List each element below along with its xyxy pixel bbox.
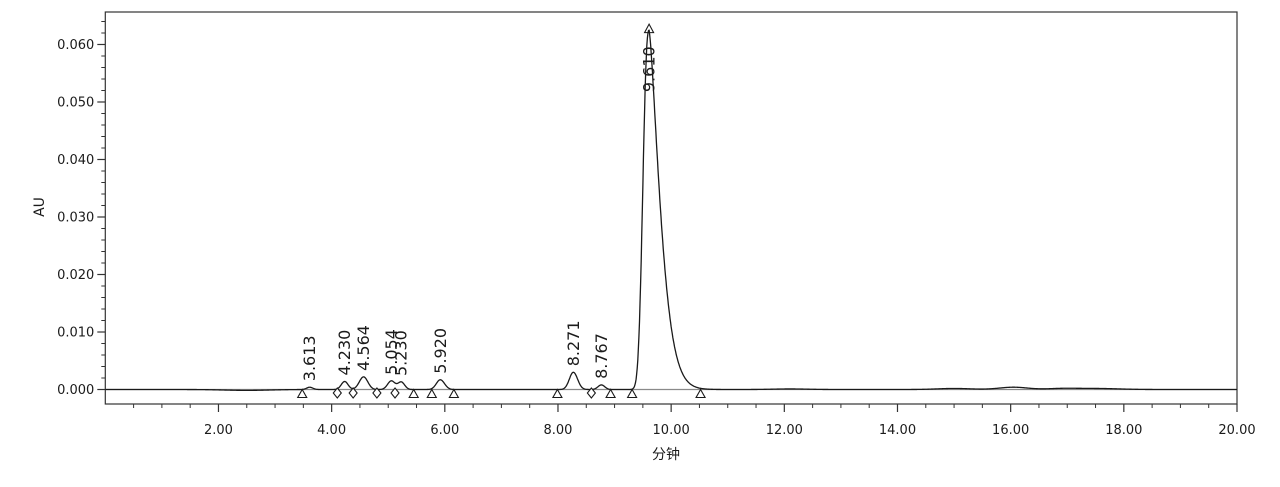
- baseline-triangle-marker: [605, 388, 617, 399]
- x-tick-label: 6.00: [430, 423, 459, 438]
- baseline-triangle-marker: [426, 388, 438, 399]
- peak-retention-time-label: 3.613: [300, 335, 319, 381]
- peak-retention-time-label: 5.920: [431, 328, 450, 374]
- x-tick-label: 14.00: [879, 423, 916, 438]
- x-tick-label: 10.00: [653, 423, 690, 438]
- baseline-triangle-marker: [551, 388, 563, 399]
- y-tick-label: 0.020: [57, 268, 94, 283]
- baseline-triangle-marker: [695, 388, 707, 399]
- apex-triangle-marker: [643, 22, 655, 34]
- y-tick-label: 0.040: [57, 153, 94, 168]
- peak-retention-time-label: 5.230: [392, 330, 411, 376]
- x-tick-label: 2.00: [204, 423, 233, 438]
- valley-diamond-marker: [332, 387, 343, 399]
- x-axis-title: 分钟: [652, 447, 680, 463]
- y-tick-label: 0.000: [57, 383, 94, 398]
- peak-retention-time-label: 9.610: [640, 46, 659, 92]
- x-tick-label: 12.00: [766, 423, 803, 438]
- valley-diamond-marker: [586, 387, 597, 399]
- x-tick-label: 18.00: [1105, 423, 1142, 438]
- x-tick-label: 16.00: [992, 423, 1029, 438]
- peak-retention-time-label: 4.230: [335, 330, 354, 376]
- baseline-triangle-marker: [408, 388, 420, 399]
- y-tick-label: 0.030: [57, 210, 94, 225]
- valley-diamond-marker: [348, 387, 358, 399]
- x-tick-label: 4.00: [317, 423, 346, 438]
- plot-border: [104, 11, 1238, 405]
- peak-retention-time-label: 4.564: [354, 325, 373, 371]
- valley-diamond-marker: [390, 387, 400, 399]
- chromatogram-trace: [105, 29, 1238, 392]
- y-tick-label: 0.050: [57, 95, 94, 110]
- y-tick-label: 0.010: [57, 326, 94, 341]
- baseline-triangle-marker: [626, 388, 638, 399]
- baseline-triangle-marker: [448, 388, 460, 399]
- peak-retention-time-label: 8.271: [564, 320, 583, 366]
- x-tick-label: 8.00: [544, 423, 573, 438]
- x-tick-label: 20.00: [1218, 423, 1255, 438]
- y-axis-title: AU: [32, 197, 48, 217]
- peak-retention-time-label: 5.054: [382, 329, 401, 375]
- peak-retention-time-label: 8.767: [592, 333, 611, 379]
- valley-diamond-marker: [372, 387, 382, 399]
- baseline-triangle-marker: [296, 388, 308, 399]
- y-tick-label: 0.060: [57, 38, 94, 53]
